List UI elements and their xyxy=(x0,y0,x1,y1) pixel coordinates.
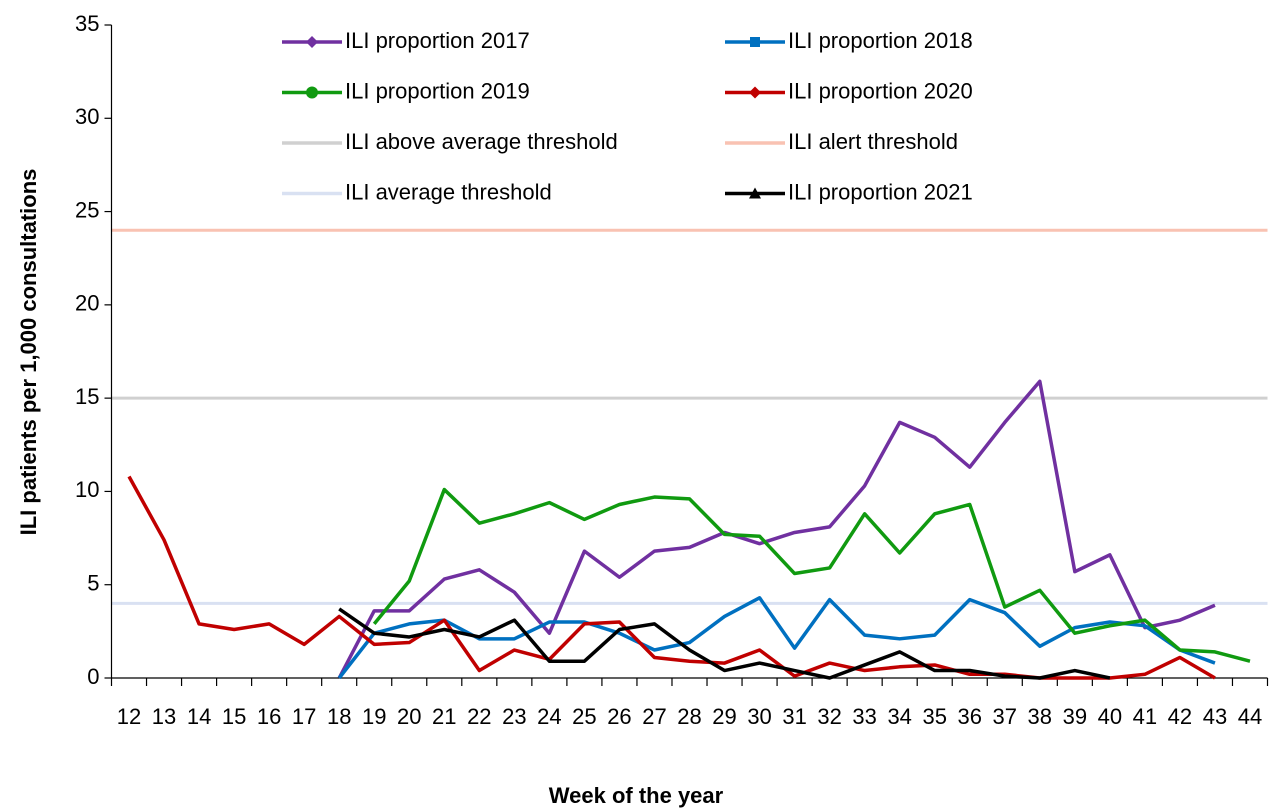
x-tick-label: 24 xyxy=(537,704,561,729)
x-tick-label: 29 xyxy=(712,704,736,729)
y-tick-label: 15 xyxy=(75,384,99,409)
x-tick-label: 12 xyxy=(117,704,141,729)
x-tick-label: 18 xyxy=(327,704,351,729)
x-tick-label: 22 xyxy=(467,704,491,729)
x-tick-label: 32 xyxy=(817,704,841,729)
series-line xyxy=(372,487,1251,663)
x-tick-label: 43 xyxy=(1203,704,1227,729)
y-tick-label: 10 xyxy=(75,477,99,502)
x-tick-label: 21 xyxy=(432,704,456,729)
x-tick-label: 39 xyxy=(1063,704,1087,729)
legend-label: ILI proportion 2017 xyxy=(345,28,530,53)
legend-marker xyxy=(306,36,318,48)
legend-marker xyxy=(749,86,761,99)
legend-label: ILI above average threshold xyxy=(345,129,618,154)
y-tick-label: 30 xyxy=(75,104,99,129)
y-tick-label: 20 xyxy=(75,291,99,316)
x-tick-label: 14 xyxy=(187,704,211,729)
x-tick-label: 38 xyxy=(1028,704,1052,729)
x-tick-label: 44 xyxy=(1238,704,1262,729)
x-tick-label: 26 xyxy=(607,704,631,729)
x-axis-title: Week of the year xyxy=(549,783,724,808)
legend-marker xyxy=(749,187,761,199)
series-line xyxy=(337,379,1216,679)
x-tick-label: 35 xyxy=(922,704,946,729)
x-tick-label: 34 xyxy=(887,704,911,729)
legend-label: ILI proportion 2019 xyxy=(345,78,530,103)
x-tick-label: 40 xyxy=(1098,704,1122,729)
x-tick-label: 19 xyxy=(362,704,386,729)
x-tick-label: 27 xyxy=(642,704,666,729)
x-tick-label: 36 xyxy=(958,704,982,729)
x-tick-label: 20 xyxy=(397,704,421,729)
x-tick-label: 16 xyxy=(257,704,281,729)
x-tick-label: 30 xyxy=(747,704,771,729)
x-tick-label: 41 xyxy=(1133,704,1157,729)
series-line xyxy=(338,607,1111,680)
legend-label: ILI proportion 2018 xyxy=(788,28,973,53)
x-tick-label: 17 xyxy=(292,704,316,729)
legend-label: ILI proportion 2021 xyxy=(788,179,973,204)
y-tick-label: 0 xyxy=(87,664,99,689)
y-tick-label: 25 xyxy=(75,197,99,222)
legend-marker xyxy=(750,37,760,47)
x-tick-label: 15 xyxy=(222,704,246,729)
legend-label: ILI average threshold xyxy=(345,179,552,204)
x-tick-label: 37 xyxy=(993,704,1017,729)
x-tick-label: 25 xyxy=(572,704,596,729)
legend-label: ILI proportion 2020 xyxy=(788,78,973,103)
x-tick-label: 23 xyxy=(502,704,526,729)
x-tick-label: 13 xyxy=(152,704,176,729)
x-tick-label: 33 xyxy=(852,704,876,729)
legend-marker xyxy=(306,86,318,99)
y-axis-title: ILI patients per 1,000 consultations xyxy=(16,169,41,536)
x-tick-label: 42 xyxy=(1168,704,1192,729)
x-tick-label: 31 xyxy=(782,704,806,729)
legend-label: ILI alert threshold xyxy=(788,129,958,154)
series-line xyxy=(337,596,1216,680)
x-tick-label: 28 xyxy=(677,704,701,729)
y-tick-label: 35 xyxy=(75,11,99,36)
y-tick-label: 5 xyxy=(87,571,99,596)
